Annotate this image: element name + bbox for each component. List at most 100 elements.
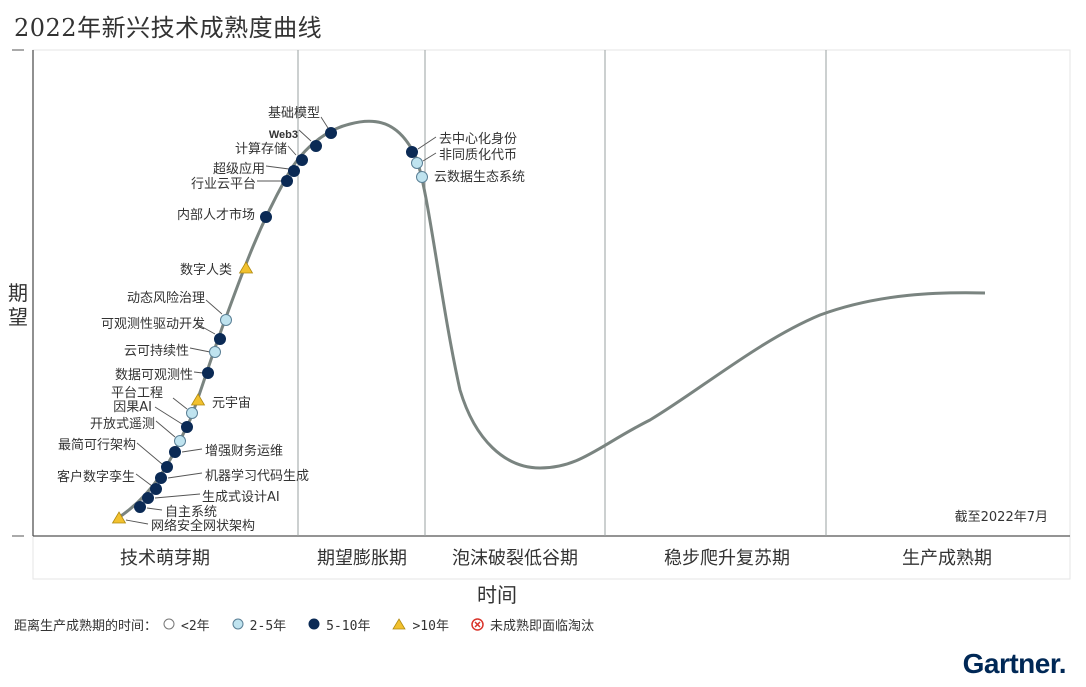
technology-label: 客户数字孪生 xyxy=(57,469,135,485)
triangle-yellow-icon xyxy=(392,618,407,630)
leader-line xyxy=(205,299,223,315)
y-axis-label-2: 望 xyxy=(8,305,28,329)
leader-line xyxy=(146,507,163,511)
technology-marker-circle xyxy=(181,421,193,433)
legend-label: 2-5年 xyxy=(249,618,287,634)
page-title: 2022年新兴技术成熟度曲线 xyxy=(14,14,323,42)
technology-label: 机器学习代码生成 xyxy=(205,468,309,484)
technology-markers xyxy=(111,127,428,524)
phase-labels: 技术萌芽期 期望膨胀期 泡沫破裂低谷期 稳步爬升复苏期 生产成熟期 xyxy=(120,548,992,569)
technology-marker-circle xyxy=(260,211,272,223)
technology-label: Web3 xyxy=(269,129,298,141)
technology-label: 平台工程 xyxy=(111,386,163,401)
technology-marker-circle xyxy=(202,367,214,379)
technology-label: 可观测性驱动开发 xyxy=(101,316,205,332)
technology-label: 数据可观测性 xyxy=(115,368,193,383)
leader-line xyxy=(155,420,176,438)
legend-item-5to10: 5-10年 xyxy=(308,615,370,634)
technology-marker-circle xyxy=(155,472,167,484)
leader-line xyxy=(189,347,211,353)
leader-line xyxy=(193,371,204,374)
phase-label: 技术萌芽期 xyxy=(120,548,210,569)
gartner-logo: Gartner. xyxy=(962,648,1067,679)
phase-label: 稳步爬升复苏期 xyxy=(664,548,790,569)
y-axis-label-1: 期 xyxy=(8,281,28,305)
technology-label: 因果AI xyxy=(113,400,152,415)
technology-marker-circle xyxy=(174,435,186,447)
technology-marker-circle xyxy=(406,146,418,158)
leader-line xyxy=(417,136,437,150)
x-circle-red-icon xyxy=(471,617,484,631)
legend-label: 5-10年 xyxy=(326,618,371,634)
technology-marker-circle xyxy=(186,407,198,419)
circle-white-icon xyxy=(163,618,175,630)
technology-label: 基础模型 xyxy=(268,106,320,121)
leader-line xyxy=(298,129,312,142)
leader-line xyxy=(125,519,149,525)
leader-line xyxy=(265,165,290,170)
technology-marker-circle xyxy=(142,492,154,504)
phase-dividers xyxy=(297,50,827,536)
leader-line xyxy=(167,472,203,479)
technology-labels: 基础模型 Web3计算存储超级应用行业云平台内部人才市场数字人类动态风险治理可观测… xyxy=(57,106,525,534)
technology-marker-circle xyxy=(220,314,232,326)
technology-label: 元宇宙 xyxy=(212,396,251,411)
technology-marker-triangle xyxy=(238,261,254,274)
technology-label: 自主系统 xyxy=(165,505,217,520)
technology-label: 云数据生态系统 xyxy=(434,170,525,185)
technology-label: 开放式遥测 xyxy=(90,417,155,432)
leader-line xyxy=(287,145,297,156)
technology-marker-triangle xyxy=(190,393,206,406)
technology-label: 内部人才市场 xyxy=(177,207,255,223)
technology-marker-circle xyxy=(411,157,423,169)
technology-marker-triangle xyxy=(111,511,127,524)
technology-marker-circle xyxy=(325,127,337,139)
technology-marker-circle xyxy=(310,140,322,152)
leader-line xyxy=(320,116,329,129)
technology-label: 最简可行架构 xyxy=(58,437,136,453)
technology-label: 计算存储 xyxy=(235,142,287,157)
x-axis-label: 时间 xyxy=(477,583,517,607)
technology-marker-circle xyxy=(296,154,308,166)
technology-label: 动态风险治理 xyxy=(127,291,205,306)
leader-line xyxy=(181,448,203,453)
phase-label: 期望膨胀期 xyxy=(317,548,407,569)
leader-line xyxy=(422,152,437,162)
leader-line xyxy=(172,397,188,410)
technology-label: 生成式设计AI xyxy=(202,490,280,505)
legend-item-lt2: <2年 xyxy=(163,615,210,634)
technology-marker-circle xyxy=(281,175,293,187)
technology-label: 网络安全网状架构 xyxy=(151,518,255,534)
leader-lines xyxy=(125,116,437,525)
technology-label: 云可持续性 xyxy=(124,344,189,359)
phase-label: 生产成熟期 xyxy=(902,548,992,569)
technology-marker-circle xyxy=(416,171,428,183)
technology-marker-circle xyxy=(209,346,221,358)
as-of-note: 截至2022年7月 xyxy=(955,510,1048,525)
technology-marker-circle xyxy=(169,446,181,458)
legend-prefix: 距离生产成熟期的时间： xyxy=(14,618,158,634)
technology-label: 非同质化代币 xyxy=(439,148,517,163)
technology-marker-circle xyxy=(134,501,146,513)
legend-item-2to5: 2-5年 xyxy=(232,615,286,634)
leader-line xyxy=(136,442,163,465)
technology-label: 增强财务运维 xyxy=(205,443,283,459)
legend-item-gt10: >10年 xyxy=(392,615,449,634)
legend-item-obsolete: 未成熟即面临淘汰 xyxy=(471,615,594,634)
leader-line xyxy=(154,406,183,425)
circle-dark-navy-icon xyxy=(308,618,320,630)
leader-line xyxy=(135,473,153,487)
legend-label: <2年 xyxy=(181,618,210,634)
legend-label: 未成熟即面临淘汰 xyxy=(489,618,594,634)
legend: 距离生产成熟期的时间： <2年 2-5年 5-10年 >10年 未成熟即面临淘汰 xyxy=(14,614,616,634)
circle-light-blue-icon xyxy=(232,618,244,630)
leader-line xyxy=(154,493,201,499)
technology-label: 超级应用 xyxy=(213,161,265,177)
technology-label: 去中心化身份 xyxy=(439,131,517,147)
legend-label: >10年 xyxy=(412,618,449,634)
technology-marker-circle xyxy=(214,333,226,345)
technology-label: 行业云平台 xyxy=(191,177,256,192)
chart-outer-frame xyxy=(32,49,1071,580)
phase-label: 泡沫破裂低谷期 xyxy=(452,548,578,569)
